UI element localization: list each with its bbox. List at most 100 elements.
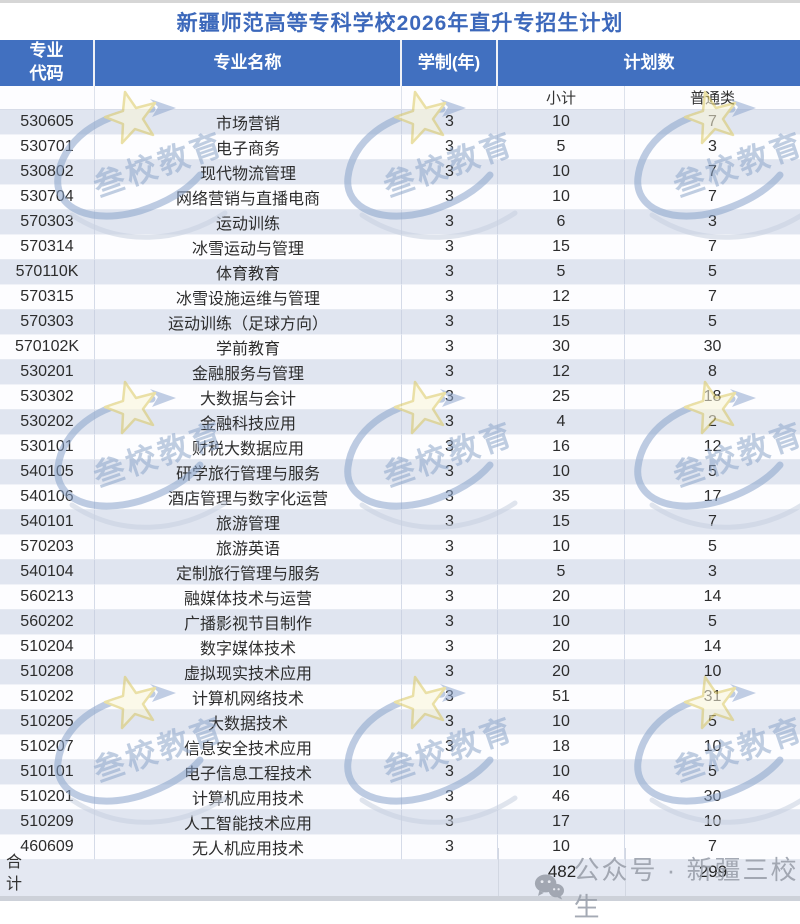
cell-major-code: 560213: [0, 585, 95, 610]
cell-study-years: 3: [402, 360, 498, 385]
cell-subtotal: 12: [498, 360, 625, 385]
cell-subtotal: 10: [498, 110, 625, 135]
cell-general: 5: [625, 710, 800, 735]
cell-study-years: 3: [402, 835, 498, 860]
cell-major-code: 530302: [0, 385, 95, 410]
cell-major-code: 530704: [0, 185, 95, 210]
cell-study-years: 3: [402, 660, 498, 685]
cell-study-years: 3: [402, 110, 498, 135]
cell-major-name: 运动训练: [95, 210, 402, 235]
cell-major-name: 金融科技应用: [95, 410, 402, 435]
cell-major-name: 网络营销与直播电商: [95, 185, 402, 210]
cell-study-years: 3: [402, 310, 498, 335]
cell-major-name: 现代物流管理: [95, 160, 402, 185]
cell-major-name: 旅游英语: [95, 535, 402, 560]
cell-major-name: 数字媒体技术: [95, 635, 402, 660]
table-row: 510205 大数据技术 3 10 5: [0, 710, 800, 735]
cell-major-code: 510201: [0, 785, 95, 810]
cell-major-code: 540104: [0, 560, 95, 585]
table-row: 570315 冰雪设施运维与管理 3 12 7: [0, 285, 800, 310]
cell-general: 7: [625, 235, 800, 260]
cell-study-years: 3: [402, 460, 498, 485]
table-row: 540101 旅游管理 3 15 7: [0, 510, 800, 535]
cell-major-code: 510101: [0, 760, 95, 785]
cell-subtotal: 10: [498, 535, 625, 560]
cell-major-code: 510202: [0, 685, 95, 710]
cell-major-name: 人工智能技术应用: [95, 810, 402, 835]
subheader-subtotal: 小计: [498, 86, 625, 109]
table-header-row: 专业代码 专业名称 学制(年) 计划数: [0, 40, 800, 86]
table-row: 510207 信息安全技术应用 3 18 10: [0, 735, 800, 760]
cell-subtotal: 51: [498, 685, 625, 710]
table-row: 530202 金融科技应用 3 4 2: [0, 410, 800, 435]
cell-general: 2: [625, 410, 800, 435]
cell-subtotal: 20: [498, 660, 625, 685]
cell-general: 10: [625, 660, 800, 685]
table-row: 510209 人工智能技术应用 3 17 10: [0, 810, 800, 835]
cell-subtotal: 6: [498, 210, 625, 235]
cell-major-code: 510207: [0, 735, 95, 760]
cell-general: 3: [625, 560, 800, 585]
cell-major-name: 融媒体技术与运营: [95, 585, 402, 610]
cell-major-name: 运动训练（足球方向）: [95, 310, 402, 335]
cell-subtotal: 10: [498, 835, 625, 860]
cell-major-name: 计算机应用技术: [95, 785, 402, 810]
cell-general: 17: [625, 485, 800, 510]
cell-subtotal: 10: [498, 610, 625, 635]
table-row: 460609 无人机应用技术 3 10 7: [0, 835, 800, 860]
table-row: 560202 广播影视节目制作 3 10 5: [0, 610, 800, 635]
cell-major-name: 信息安全技术应用: [95, 735, 402, 760]
cell-general: 31: [625, 685, 800, 710]
cell-major-code: 530202: [0, 410, 95, 435]
cell-major-name: 酒店管理与数字化运营: [95, 485, 402, 510]
cell-study-years: 3: [402, 435, 498, 460]
cell-study-years: 3: [402, 235, 498, 260]
cell-major-name: 学前教育: [95, 335, 402, 360]
cell-major-code: 570315: [0, 285, 95, 310]
cell-study-years: 3: [402, 410, 498, 435]
cell-general: 7: [625, 835, 800, 860]
footer-general-value: 299: [625, 848, 800, 896]
subheader-empty-code: [0, 86, 95, 109]
subheader-empty-name: [95, 86, 402, 109]
cell-general: 5: [625, 610, 800, 635]
cell-major-code: 530605: [0, 110, 95, 135]
table-row: 570102K 学前教育 3 30 30: [0, 335, 800, 360]
cell-general: 7: [625, 110, 800, 135]
cell-subtotal: 5: [498, 260, 625, 285]
cell-subtotal: 20: [498, 635, 625, 660]
cell-major-code: 530802: [0, 160, 95, 185]
cell-general: 3: [625, 210, 800, 235]
cell-general: 30: [625, 785, 800, 810]
cell-general: 12: [625, 435, 800, 460]
table-row: 570110K 体育教育 3 5 5: [0, 260, 800, 285]
cell-study-years: 3: [402, 535, 498, 560]
table-row: 510202 计算机网络技术 3 51 31: [0, 685, 800, 710]
cell-major-code: 530701: [0, 135, 95, 160]
cell-major-code: 570110K: [0, 260, 95, 285]
cell-study-years: 3: [402, 210, 498, 235]
cell-major-name: 电子商务: [95, 135, 402, 160]
subheader-general: 普通类: [689, 90, 735, 107]
cell-study-years: 3: [402, 760, 498, 785]
cell-general: 7: [625, 285, 800, 310]
cell-major-name: 冰雪设施运维与管理: [95, 285, 402, 310]
cell-major-code: 560202: [0, 610, 95, 635]
page-title: 新疆师范高等专科学校2026年直升专招生计划: [176, 11, 624, 35]
cell-study-years: 3: [402, 185, 498, 210]
cell-subtotal: 35: [498, 485, 625, 510]
table-row: 530302 大数据与会计 3 25 18: [0, 385, 800, 410]
table-row: 530802 现代物流管理 3 10 7: [0, 160, 800, 185]
cell-general: 7: [625, 510, 800, 535]
cell-subtotal: 10: [498, 185, 625, 210]
cell-major-name: 虚拟现实技术应用: [95, 660, 402, 685]
cell-subtotal: 20: [498, 585, 625, 610]
cell-major-code: 570303: [0, 210, 95, 235]
table-row: 510201 计算机应用技术 3 46 30: [0, 785, 800, 810]
table-row: 570303 运动训练 3 6 3: [0, 210, 800, 235]
cell-subtotal: 25: [498, 385, 625, 410]
table-row: 540105 研学旅行管理与服务 3 10 5: [0, 460, 800, 485]
cell-general: 5: [625, 760, 800, 785]
cell-major-code: 540106: [0, 485, 95, 510]
